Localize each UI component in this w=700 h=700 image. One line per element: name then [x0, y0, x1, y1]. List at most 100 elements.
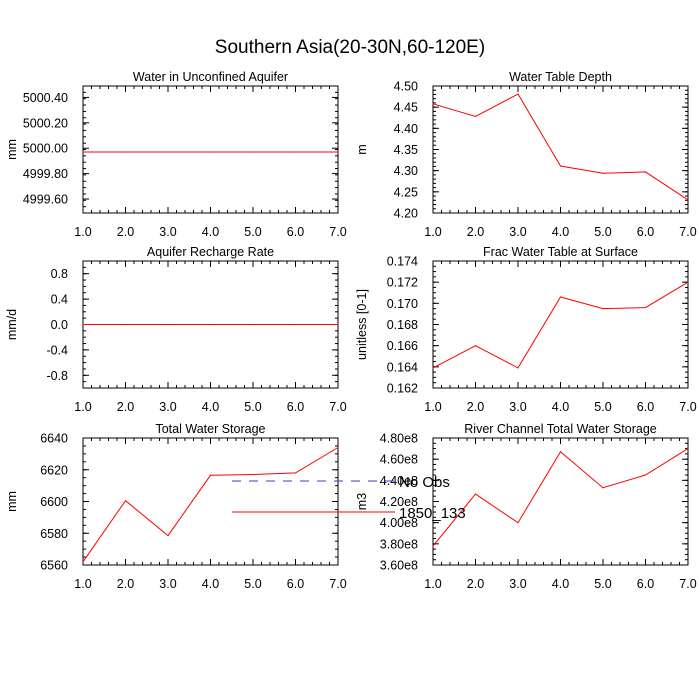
- y-tick-label: 3.60e8: [380, 559, 418, 573]
- plot-frame: [432, 260, 689, 389]
- data-point: [167, 535, 169, 537]
- panel-title: Aquifer Recharge Rate: [147, 245, 274, 259]
- x-tick-label: 7.0: [329, 225, 346, 239]
- data-point: [337, 446, 339, 449]
- data-point: [559, 451, 562, 453]
- x-tick-label: 7.0: [329, 577, 346, 591]
- data-point: [644, 171, 647, 173]
- x-tick-label: 6.0: [637, 400, 654, 414]
- plot-frame: [432, 85, 689, 214]
- y-tick-label: 0.174: [387, 255, 418, 269]
- data-point: [167, 323, 169, 326]
- y-tick-label: 4.20: [394, 207, 418, 221]
- x-tick-label: 1.0: [424, 400, 441, 414]
- data-point: [559, 165, 562, 167]
- data-point: [687, 281, 689, 283]
- x-tick-label: 6.0: [637, 225, 654, 239]
- data-point: [252, 151, 254, 153]
- x-tick-label: 7.0: [329, 400, 346, 414]
- data-point: [687, 447, 689, 450]
- data-point: [337, 323, 339, 326]
- panel-2: Water Table Depth m 1.0 2.0 3.0 4.0 5.0 6.0 7.0 4…: [355, 70, 697, 239]
- y-tick-label: 6580: [40, 527, 68, 541]
- x-tick-label: 2.0: [467, 225, 484, 239]
- data-point: [559, 296, 562, 298]
- y-tick-label: 0.8: [51, 267, 68, 281]
- x-tick-label: 1.0: [74, 400, 91, 414]
- data-point: [687, 199, 689, 201]
- series-line-1850_133: [432, 448, 689, 547]
- x-tick-label: 6.0: [287, 400, 304, 414]
- panel-3: Aquifer Recharge Rate mm/d 1.0 2.0 3.0 4.0 5.0…: [5, 245, 347, 414]
- y-tick-label: 4.20e8: [380, 495, 418, 509]
- data-point: [252, 473, 254, 476]
- y-axis-label: mm/d: [5, 309, 19, 340]
- x-tick-label: 2.0: [467, 577, 484, 591]
- y-tick-label: 5000.40: [23, 91, 68, 105]
- y-tick-label: 4.00e8: [380, 516, 418, 530]
- data-point: [474, 493, 477, 495]
- x-tick-label: 7.0: [679, 225, 696, 239]
- x-tick-label: 3.0: [509, 225, 526, 239]
- x-tick-label: 1.0: [74, 577, 91, 591]
- x-tick-label: 4.0: [552, 577, 569, 591]
- y-axis-label: unitless [0-1]: [355, 289, 369, 360]
- y-axis-label: mm: [5, 139, 19, 160]
- data-point: [517, 367, 519, 369]
- x-tick-label: 5.0: [244, 577, 261, 591]
- x-tick-label: 3.0: [509, 577, 526, 591]
- data-point: [294, 472, 297, 474]
- y-tick-label: -0.8: [46, 369, 68, 383]
- series-line-1850_133: [432, 93, 689, 201]
- y-tick-label: 4999.60: [23, 193, 68, 207]
- x-tick-label: 4.0: [552, 225, 569, 239]
- data-point: [209, 151, 212, 153]
- x-tick-label: 1.0: [424, 577, 441, 591]
- x-tick-label: 4.0: [202, 225, 219, 239]
- x-tick-label: 2.0: [467, 400, 484, 414]
- x-tick-label: 3.0: [159, 400, 176, 414]
- y-tick-label: 3.80e8: [380, 537, 418, 551]
- chart-panels: Water in Unconfined Aquifer mm 1.0 2.0 3.0 4.…: [5, 70, 697, 591]
- plot-frame: [432, 437, 689, 566]
- x-tick-label: 4.0: [202, 400, 219, 414]
- y-tick-label: 0.4: [51, 293, 68, 307]
- x-tick-label: 4.0: [552, 400, 569, 414]
- y-tick-label: 4999.80: [23, 167, 68, 181]
- y-tick-label: 0.166: [387, 339, 418, 353]
- legend: No Obs 1850_133: [232, 474, 466, 522]
- panel-title: River Channel Total Water Storage: [464, 422, 657, 436]
- y-tick-label: 6640: [40, 432, 68, 446]
- data-point: [252, 323, 254, 326]
- data-point: [432, 103, 434, 105]
- data-point: [602, 487, 604, 489]
- data-point: [644, 306, 647, 309]
- x-tick-label: 7.0: [679, 400, 696, 414]
- plot-frame: [82, 85, 339, 214]
- data-point: [124, 151, 127, 153]
- y-tick-label: 0.0: [51, 318, 68, 332]
- data-point: [209, 323, 212, 326]
- x-tick-label: 7.0: [679, 577, 696, 591]
- x-tick-label: 2.0: [117, 400, 134, 414]
- data-point: [209, 474, 212, 476]
- series-line-1850_133: [432, 281, 689, 369]
- data-point: [82, 323, 84, 326]
- data-point: [474, 115, 477, 118]
- data-point: [82, 151, 84, 153]
- panel-title: Total Water Storage: [155, 422, 265, 436]
- x-tick-label: 4.0: [202, 577, 219, 591]
- x-tick-label: 5.0: [594, 225, 611, 239]
- data-point: [337, 151, 339, 153]
- data-point: [644, 474, 647, 476]
- y-tick-label: 4.40: [394, 122, 418, 136]
- x-tick-label: 5.0: [594, 577, 611, 591]
- page-title: Southern Asia(20-30N,60-120E): [215, 37, 485, 58]
- x-tick-label: 1.0: [424, 225, 441, 239]
- y-tick-label: 5000.20: [23, 116, 68, 130]
- y-tick-label: 4.25: [394, 185, 418, 199]
- y-tick-label: 0.172: [387, 276, 418, 290]
- data-point: [602, 308, 604, 310]
- panel-6: River Channel Total Water Storage m3 1.0 2.…: [355, 422, 697, 591]
- series-line-1850_133: [82, 447, 339, 563]
